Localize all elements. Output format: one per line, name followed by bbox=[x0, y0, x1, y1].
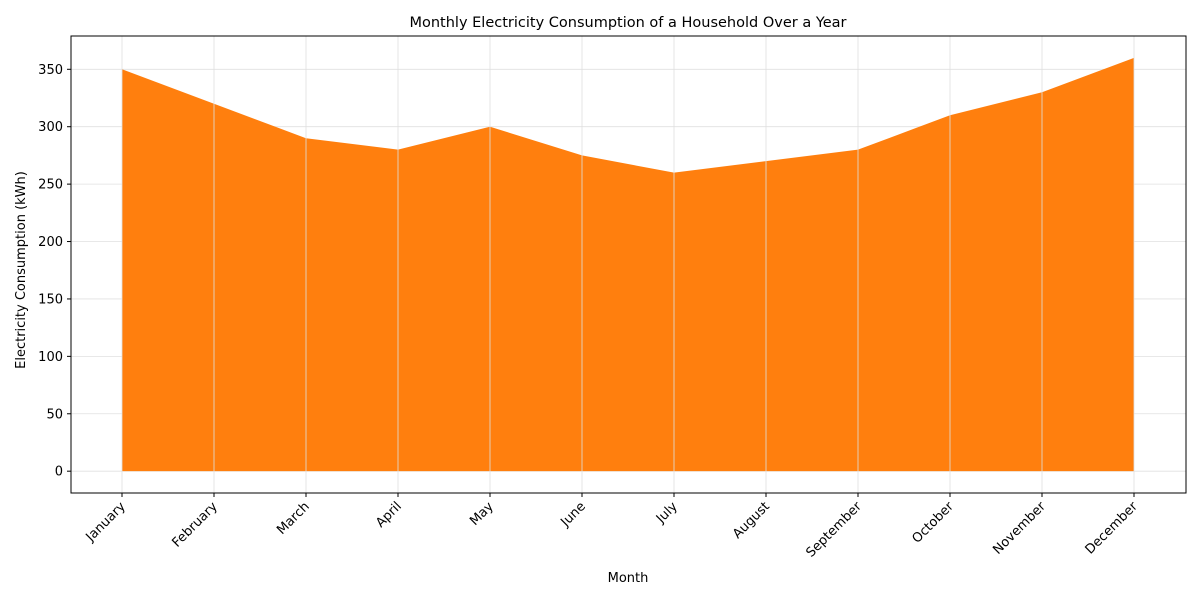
x-axis: January February March April May June July Augu… bbox=[83, 493, 1142, 561]
y-tick-label: 0 bbox=[55, 465, 63, 480]
x-tick-label: November bbox=[990, 499, 1049, 558]
y-tick-label: 350 bbox=[38, 63, 63, 78]
x-tick-label: August bbox=[730, 499, 773, 542]
y-axis: 0 50 100 150 200 250 300 350 bbox=[38, 63, 71, 480]
y-axis-label: Electricity Consumption (kWh) bbox=[14, 171, 29, 369]
x-tick-label: September bbox=[803, 499, 865, 561]
x-tick-label: April bbox=[373, 499, 405, 531]
area-series bbox=[122, 58, 1134, 471]
y-tick-label: 200 bbox=[38, 235, 63, 250]
y-tick-label: 100 bbox=[38, 350, 63, 365]
x-tick-label: October bbox=[909, 499, 957, 547]
x-tick-label: January bbox=[83, 499, 129, 545]
y-tick-label: 50 bbox=[46, 407, 63, 422]
x-axis-label: Month bbox=[608, 571, 649, 586]
y-tick-label: 150 bbox=[38, 292, 63, 307]
y-tick-label: 300 bbox=[38, 120, 63, 135]
x-tick-label: March bbox=[274, 499, 313, 538]
y-tick-label: 250 bbox=[38, 178, 63, 193]
x-tick-label: December bbox=[1083, 499, 1142, 558]
x-tick-label: February bbox=[169, 499, 221, 551]
x-tick-label: July bbox=[653, 499, 681, 527]
x-tick-label: June bbox=[557, 499, 588, 530]
x-tick-label: May bbox=[467, 499, 497, 529]
area-fill bbox=[122, 58, 1134, 471]
chart-title: Monthly Electricity Consumption of a Hou… bbox=[409, 15, 846, 31]
